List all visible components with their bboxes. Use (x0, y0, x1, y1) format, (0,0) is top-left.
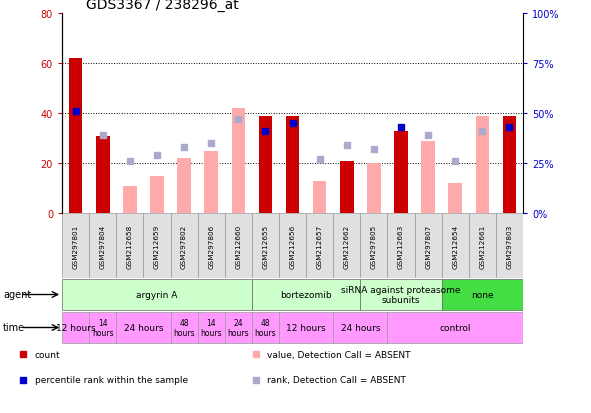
Text: GSM297802: GSM297802 (181, 224, 187, 268)
Text: 14
hours: 14 hours (92, 318, 113, 337)
Bar (279, 214, 306, 278)
Bar (225, 312, 252, 344)
Text: GDS3367 / 238296_at: GDS3367 / 238296_at (86, 0, 238, 12)
Text: count: count (34, 350, 60, 359)
Bar (476, 116, 489, 214)
Text: GSM212659: GSM212659 (154, 224, 160, 268)
Bar (340, 161, 353, 214)
Bar (414, 214, 441, 278)
Bar (361, 214, 388, 278)
Bar (171, 312, 197, 344)
Bar (333, 214, 361, 278)
Text: GSM297801: GSM297801 (73, 224, 79, 268)
Bar (62, 279, 252, 311)
Text: GSM297804: GSM297804 (100, 224, 106, 268)
Bar (252, 312, 279, 344)
Bar (171, 214, 197, 278)
Text: GSM212658: GSM212658 (127, 224, 133, 268)
Text: GSM212663: GSM212663 (398, 224, 404, 268)
Bar (197, 312, 225, 344)
Text: GSM212656: GSM212656 (290, 224, 296, 268)
Bar (62, 312, 89, 344)
Text: GSM212655: GSM212655 (262, 224, 268, 268)
Text: 48
hours: 48 hours (173, 318, 195, 337)
Text: GSM212662: GSM212662 (344, 224, 350, 268)
Text: rank, Detection Call = ABSENT: rank, Detection Call = ABSENT (267, 375, 406, 385)
Text: 48
hours: 48 hours (255, 318, 276, 337)
Bar (116, 214, 144, 278)
Bar (441, 279, 523, 311)
Bar (89, 214, 116, 278)
Bar (279, 312, 333, 344)
Bar (89, 312, 116, 344)
Text: GSM212654: GSM212654 (452, 224, 458, 268)
Bar (333, 312, 388, 344)
Bar (116, 312, 171, 344)
Text: 14
hours: 14 hours (200, 318, 222, 337)
Bar (259, 116, 272, 214)
Text: 24 hours: 24 hours (124, 323, 163, 332)
Bar (421, 141, 435, 214)
Bar (204, 151, 218, 214)
Bar (469, 214, 496, 278)
Bar (123, 186, 137, 214)
Text: argyrin A: argyrin A (137, 290, 178, 299)
Bar (144, 214, 171, 278)
Bar (150, 176, 164, 214)
Text: time: time (3, 323, 25, 333)
Bar (367, 164, 381, 214)
Text: GSM212660: GSM212660 (235, 224, 241, 268)
Text: GSM212657: GSM212657 (317, 224, 323, 268)
Bar (177, 159, 191, 214)
Text: siRNA against proteasome
subunits: siRNA against proteasome subunits (341, 285, 461, 304)
Bar (69, 59, 82, 214)
Bar (225, 214, 252, 278)
Bar (441, 214, 469, 278)
Bar (286, 116, 299, 214)
Text: GSM212661: GSM212661 (479, 224, 485, 268)
Bar (361, 279, 441, 311)
Bar (252, 279, 361, 311)
Text: GSM297803: GSM297803 (506, 224, 512, 268)
Text: control: control (440, 323, 471, 332)
Bar (252, 214, 279, 278)
Text: agent: agent (3, 290, 31, 300)
Bar (388, 214, 414, 278)
Bar (232, 109, 245, 214)
Text: GSM297806: GSM297806 (208, 224, 214, 268)
Bar (197, 214, 225, 278)
Text: percentile rank within the sample: percentile rank within the sample (34, 375, 187, 385)
Bar (306, 214, 333, 278)
Bar (62, 214, 89, 278)
Text: 12 hours: 12 hours (286, 323, 326, 332)
Bar (388, 312, 523, 344)
Bar (96, 136, 109, 214)
Bar (503, 116, 517, 214)
Text: 12 hours: 12 hours (56, 323, 95, 332)
Text: 24
hours: 24 hours (228, 318, 249, 337)
Text: 24 hours: 24 hours (340, 323, 380, 332)
Text: GSM297807: GSM297807 (425, 224, 431, 268)
Text: none: none (471, 290, 493, 299)
Text: GSM297805: GSM297805 (371, 224, 377, 268)
Bar (496, 214, 523, 278)
Bar (313, 181, 326, 214)
Bar (394, 131, 408, 214)
Text: value, Detection Call = ABSENT: value, Detection Call = ABSENT (267, 350, 411, 359)
Text: bortezomib: bortezomib (280, 290, 332, 299)
Bar (449, 183, 462, 214)
